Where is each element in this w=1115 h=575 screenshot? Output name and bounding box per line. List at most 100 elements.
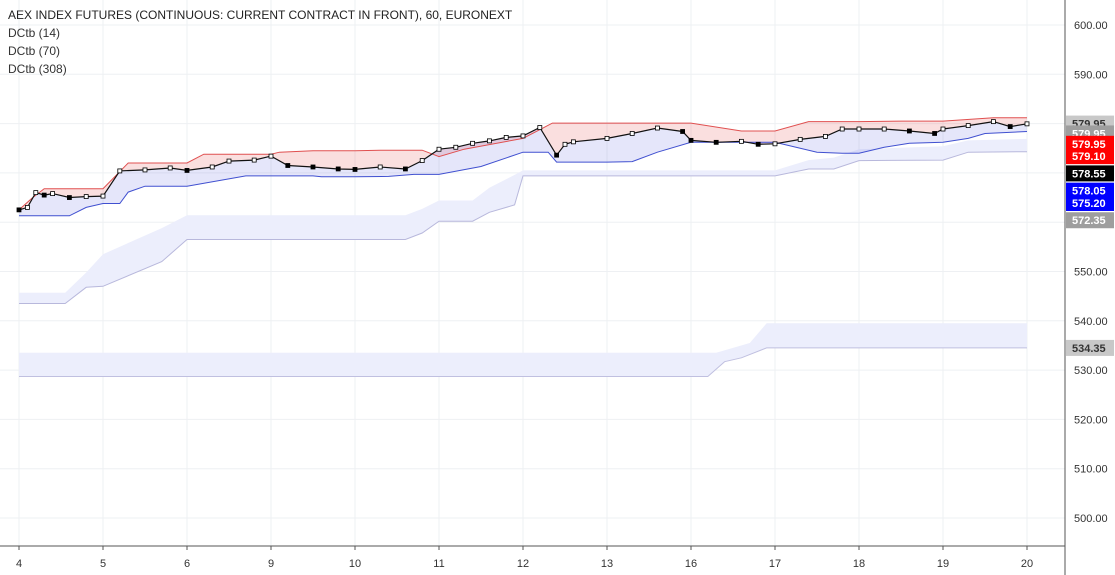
x-tick-label: 18 <box>853 558 865 570</box>
price-badge-label: 572.35 <box>1072 215 1106 227</box>
chart-legend: AEX INDEX FUTURES (CONTINUOUS: CURRENT C… <box>8 6 512 78</box>
x-tick-label: 19 <box>937 558 949 570</box>
price-candle <box>629 131 635 136</box>
price-badge <box>1066 165 1114 182</box>
price-badge <box>1066 148 1114 165</box>
chart-title: AEX INDEX FUTURES (CONTINUOUS: CURRENT C… <box>8 8 513 22</box>
price-candle <box>251 157 257 163</box>
price-candle <box>839 126 845 132</box>
price-badge <box>1066 212 1114 229</box>
price-candle <box>142 167 148 173</box>
price-badge-label: 534.35 <box>1072 343 1106 355</box>
y-tick-label: 600.00 <box>1074 20 1108 32</box>
price-candle <box>881 126 887 132</box>
price-candle <box>520 133 526 139</box>
price-candle <box>24 205 30 210</box>
price-candle <box>1024 121 1030 127</box>
band-dctb-70 <box>19 138 1027 304</box>
x-tick-label: 16 <box>685 558 697 570</box>
price-candle <box>83 194 89 199</box>
price-candle <box>310 164 316 170</box>
price-candle <box>117 168 123 174</box>
price-badge-label: 578.05 <box>1072 186 1106 198</box>
price-candle <box>604 135 610 141</box>
price-candle <box>688 137 694 143</box>
price-candle <box>772 141 778 147</box>
price-candle <box>503 135 509 140</box>
channel-bands <box>19 117 1027 377</box>
line-dctb-70-lower <box>19 151 1028 304</box>
price-candle <box>965 123 971 128</box>
price-candle <box>335 166 341 172</box>
price-badge <box>1066 339 1114 356</box>
indicator-label-308[interactable]: DCtb (308) <box>8 62 67 76</box>
price-candle <box>209 164 215 170</box>
price-candle <box>67 195 72 200</box>
price-candle <box>268 153 274 159</box>
price-candle <box>562 141 568 147</box>
price-candle <box>285 163 291 168</box>
price-badge <box>1066 182 1114 199</box>
x-tick-label: 6 <box>184 558 190 570</box>
indicator-label-14[interactable]: DCtb (14) <box>8 26 61 40</box>
band-dctb-14-lower <box>19 121 1027 216</box>
price-candle <box>436 146 442 152</box>
y-tick-label: 540.00 <box>1074 316 1108 328</box>
price-candle <box>377 164 383 170</box>
price-candle <box>680 129 685 134</box>
price-candle <box>991 119 996 125</box>
price-candle <box>402 166 408 172</box>
indicator-label-70[interactable]: DCtb (70) <box>8 44 61 58</box>
line-price <box>18 120 1028 211</box>
y-tick-label: 590.00 <box>1074 69 1108 81</box>
price-candle <box>713 139 719 145</box>
price-candle <box>554 152 559 158</box>
price-candle <box>226 158 232 164</box>
price-candle <box>33 190 39 196</box>
band-dctb-308 <box>19 323 1027 377</box>
price-candle <box>50 191 55 197</box>
y-tick-label: 520.00 <box>1074 414 1108 426</box>
x-tick-label: 11 <box>433 558 444 570</box>
y-tick-label: 550.00 <box>1074 267 1108 279</box>
price-candle <box>486 138 492 144</box>
line-dctb-308-lower <box>19 347 1027 377</box>
price-candle <box>537 125 543 130</box>
grid <box>0 0 1065 546</box>
line-dctb-14-lower <box>19 131 1028 217</box>
x-tick-label: 10 <box>349 558 361 570</box>
price-candle <box>352 167 358 172</box>
price-candle <box>907 128 912 134</box>
price-candle <box>932 131 937 136</box>
x-tick-label: 13 <box>601 558 613 570</box>
x-tick-label: 4 <box>16 558 22 570</box>
price-candle <box>184 168 190 173</box>
price-candle <box>41 192 47 198</box>
price-badge-label: 578.55 <box>1072 168 1106 180</box>
band-dctb-14-upper <box>19 117 1027 210</box>
price-badge <box>1066 194 1114 211</box>
price-candle <box>755 141 761 147</box>
x-tick-label: 20 <box>1021 558 1033 570</box>
price-candle <box>419 158 425 163</box>
x-tick-label: 5 <box>100 558 106 570</box>
price-candle <box>453 144 459 150</box>
y-tick-label: 500.00 <box>1074 513 1108 525</box>
price-candle <box>100 193 106 199</box>
price-candle <box>655 125 660 131</box>
x-tick-label: 17 <box>769 558 781 570</box>
price-candle <box>797 136 803 142</box>
price-candle <box>571 139 576 145</box>
price-badge-label: 579.10 <box>1072 151 1106 163</box>
price-candle <box>739 138 744 144</box>
price-badges: 579.95579.95579.95579.10578.55578.05575.… <box>1066 115 1114 356</box>
price-candle <box>856 126 862 132</box>
x-tick-label: 12 <box>517 558 529 570</box>
price-candle <box>470 140 476 146</box>
line-dctb-14-upper <box>18 117 1027 211</box>
price-candle <box>940 126 946 132</box>
price-badge-label: 575.20 <box>1072 198 1106 210</box>
price-candle <box>1007 124 1013 129</box>
price-badge-label: 579.95 <box>1072 139 1106 151</box>
